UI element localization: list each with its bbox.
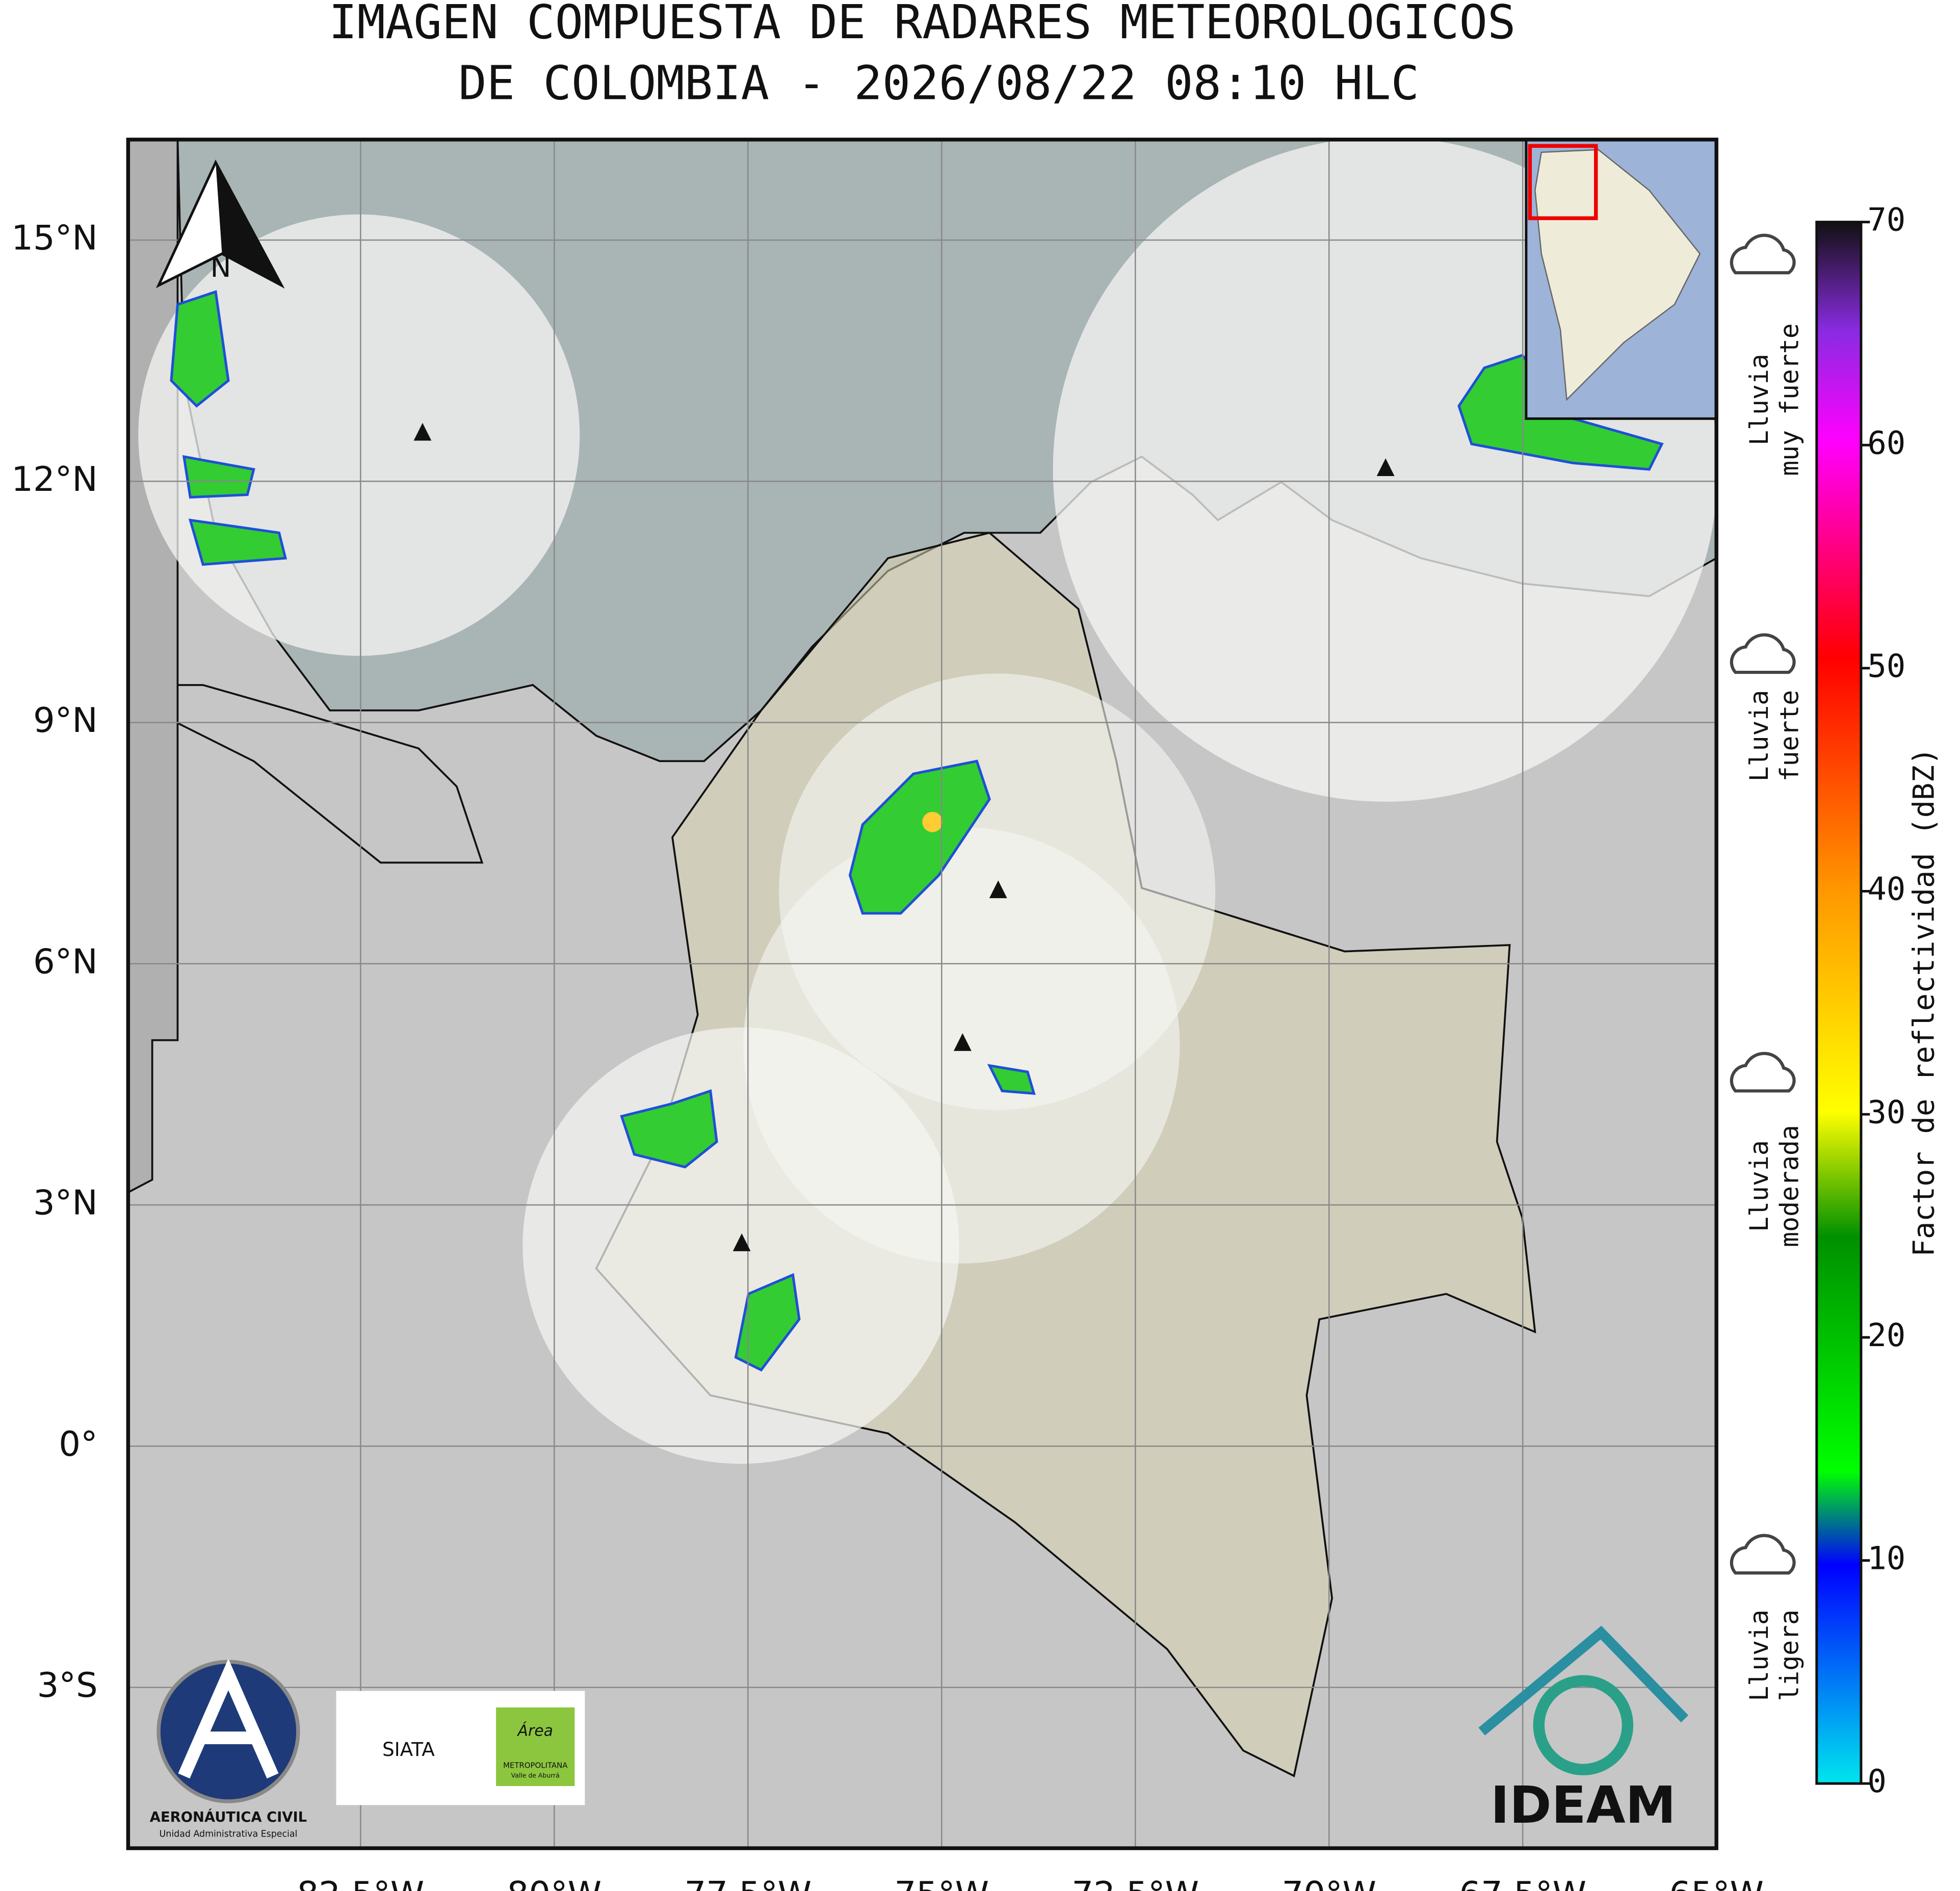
x-tick-label: 65°W bbox=[1669, 1874, 1764, 1891]
rain-label: Lluvia bbox=[1744, 1610, 1774, 1701]
colorbar-label: Factor de reflectividad (dBZ) bbox=[1907, 748, 1941, 1257]
colorbar-tick-label: 60 bbox=[1867, 424, 1905, 461]
pacific-land bbox=[128, 139, 179, 1194]
y-tick-label: 9°N bbox=[33, 700, 98, 740]
radar-site bbox=[413, 423, 432, 441]
y-tick-label: 15°N bbox=[11, 218, 97, 258]
rain-label: Lluvia bbox=[1744, 1140, 1774, 1232]
colorbar-axis: 0 10 20 30 40 50 60 70 bbox=[1861, 201, 1905, 1800]
aerocivil-mark bbox=[178, 1659, 279, 1779]
x-tick-label: 67.5°W bbox=[1459, 1874, 1586, 1891]
y-tick-label: 12°N bbox=[11, 459, 97, 499]
logo-text: Área bbox=[517, 1722, 553, 1740]
x-tick-label: 77.5°W bbox=[684, 1874, 812, 1891]
radar-site bbox=[733, 1233, 751, 1251]
ideam-roof bbox=[1478, 1625, 1689, 1736]
axes: 82.5°W 80°W 77.5°W 75°W 72.5°W 70°W 67.5°W 65°W… bbox=[11, 218, 1764, 1891]
north-label: N bbox=[211, 251, 231, 283]
north-arrow-shade bbox=[216, 162, 282, 286]
logo-text: METROPOLITANA bbox=[503, 1761, 568, 1770]
inset-land bbox=[1534, 149, 1701, 401]
rain-icon bbox=[1730, 1534, 1796, 1575]
rain-icon bbox=[1730, 233, 1796, 275]
x-tick-label: 80°W bbox=[507, 1874, 602, 1891]
rain-label: muy fuerte bbox=[1775, 323, 1805, 476]
logo-text: IDEAM bbox=[1491, 1776, 1676, 1835]
colorbar bbox=[1815, 221, 1863, 1785]
logo-text: AERONÁUTICA CIVIL bbox=[150, 1809, 307, 1825]
precipitation-core bbox=[922, 811, 943, 832]
y-tick-label: 3°N bbox=[33, 1183, 98, 1223]
map-frame bbox=[126, 138, 1718, 1850]
grid bbox=[128, 139, 1717, 1849]
y-tick-label: 3°S bbox=[37, 1665, 98, 1705]
x-tick-label: 70°W bbox=[1282, 1874, 1376, 1891]
rain-icon bbox=[1730, 633, 1796, 674]
map-area: N AERONÁUTICA CIVIL Unidad Administrativ… bbox=[128, 139, 1717, 1849]
rain-label: Lluvia bbox=[1744, 690, 1774, 782]
radar-site bbox=[989, 880, 1007, 899]
colorbar-tick-label: 20 bbox=[1867, 1317, 1905, 1354]
title-line: IMAGEN COMPUESTA DE RADARES METEOROLOGIC… bbox=[329, 0, 1515, 49]
ideam-swirl bbox=[1533, 1675, 1634, 1775]
rain-label: ligera bbox=[1775, 1610, 1805, 1701]
radar-coverage bbox=[138, 214, 580, 656]
x-tick-label: 75°W bbox=[894, 1874, 989, 1891]
colorbar-tick-label: 30 bbox=[1867, 1093, 1905, 1131]
colorbar-tick-label: 50 bbox=[1867, 647, 1905, 685]
inset-extent bbox=[1528, 144, 1598, 220]
radar-site bbox=[953, 1033, 972, 1051]
colorbar-tick-label: 0 bbox=[1867, 1763, 1886, 1800]
colorbar-tick-label: 40 bbox=[1867, 871, 1905, 908]
logo-text: Unidad Administrativa Especial bbox=[160, 1829, 298, 1840]
logo-text: Valle de Aburrá bbox=[511, 1772, 560, 1779]
area-logo bbox=[496, 1707, 575, 1787]
logo-text: SIATA bbox=[382, 1738, 435, 1761]
y-tick-label: 0° bbox=[59, 1424, 97, 1464]
rain-label: fuerte bbox=[1775, 690, 1805, 782]
y-tick-label: 6°N bbox=[33, 941, 98, 981]
rain-label: Lluvia bbox=[1744, 354, 1774, 445]
rain-label: moderada bbox=[1775, 1125, 1805, 1247]
x-tick-label: 82.5°W bbox=[297, 1874, 425, 1891]
radars bbox=[413, 423, 1395, 1251]
x-tick-label: 72.5°W bbox=[1072, 1874, 1199, 1891]
rain-icon bbox=[1730, 1052, 1796, 1093]
radar-site bbox=[1376, 458, 1395, 476]
title-line: DE COLOMBIA - 2026/08/22 08:10 HLC bbox=[458, 56, 1419, 111]
colorbar-tick-label: 10 bbox=[1867, 1540, 1905, 1577]
colorbar-tick-label: 70 bbox=[1867, 201, 1905, 239]
